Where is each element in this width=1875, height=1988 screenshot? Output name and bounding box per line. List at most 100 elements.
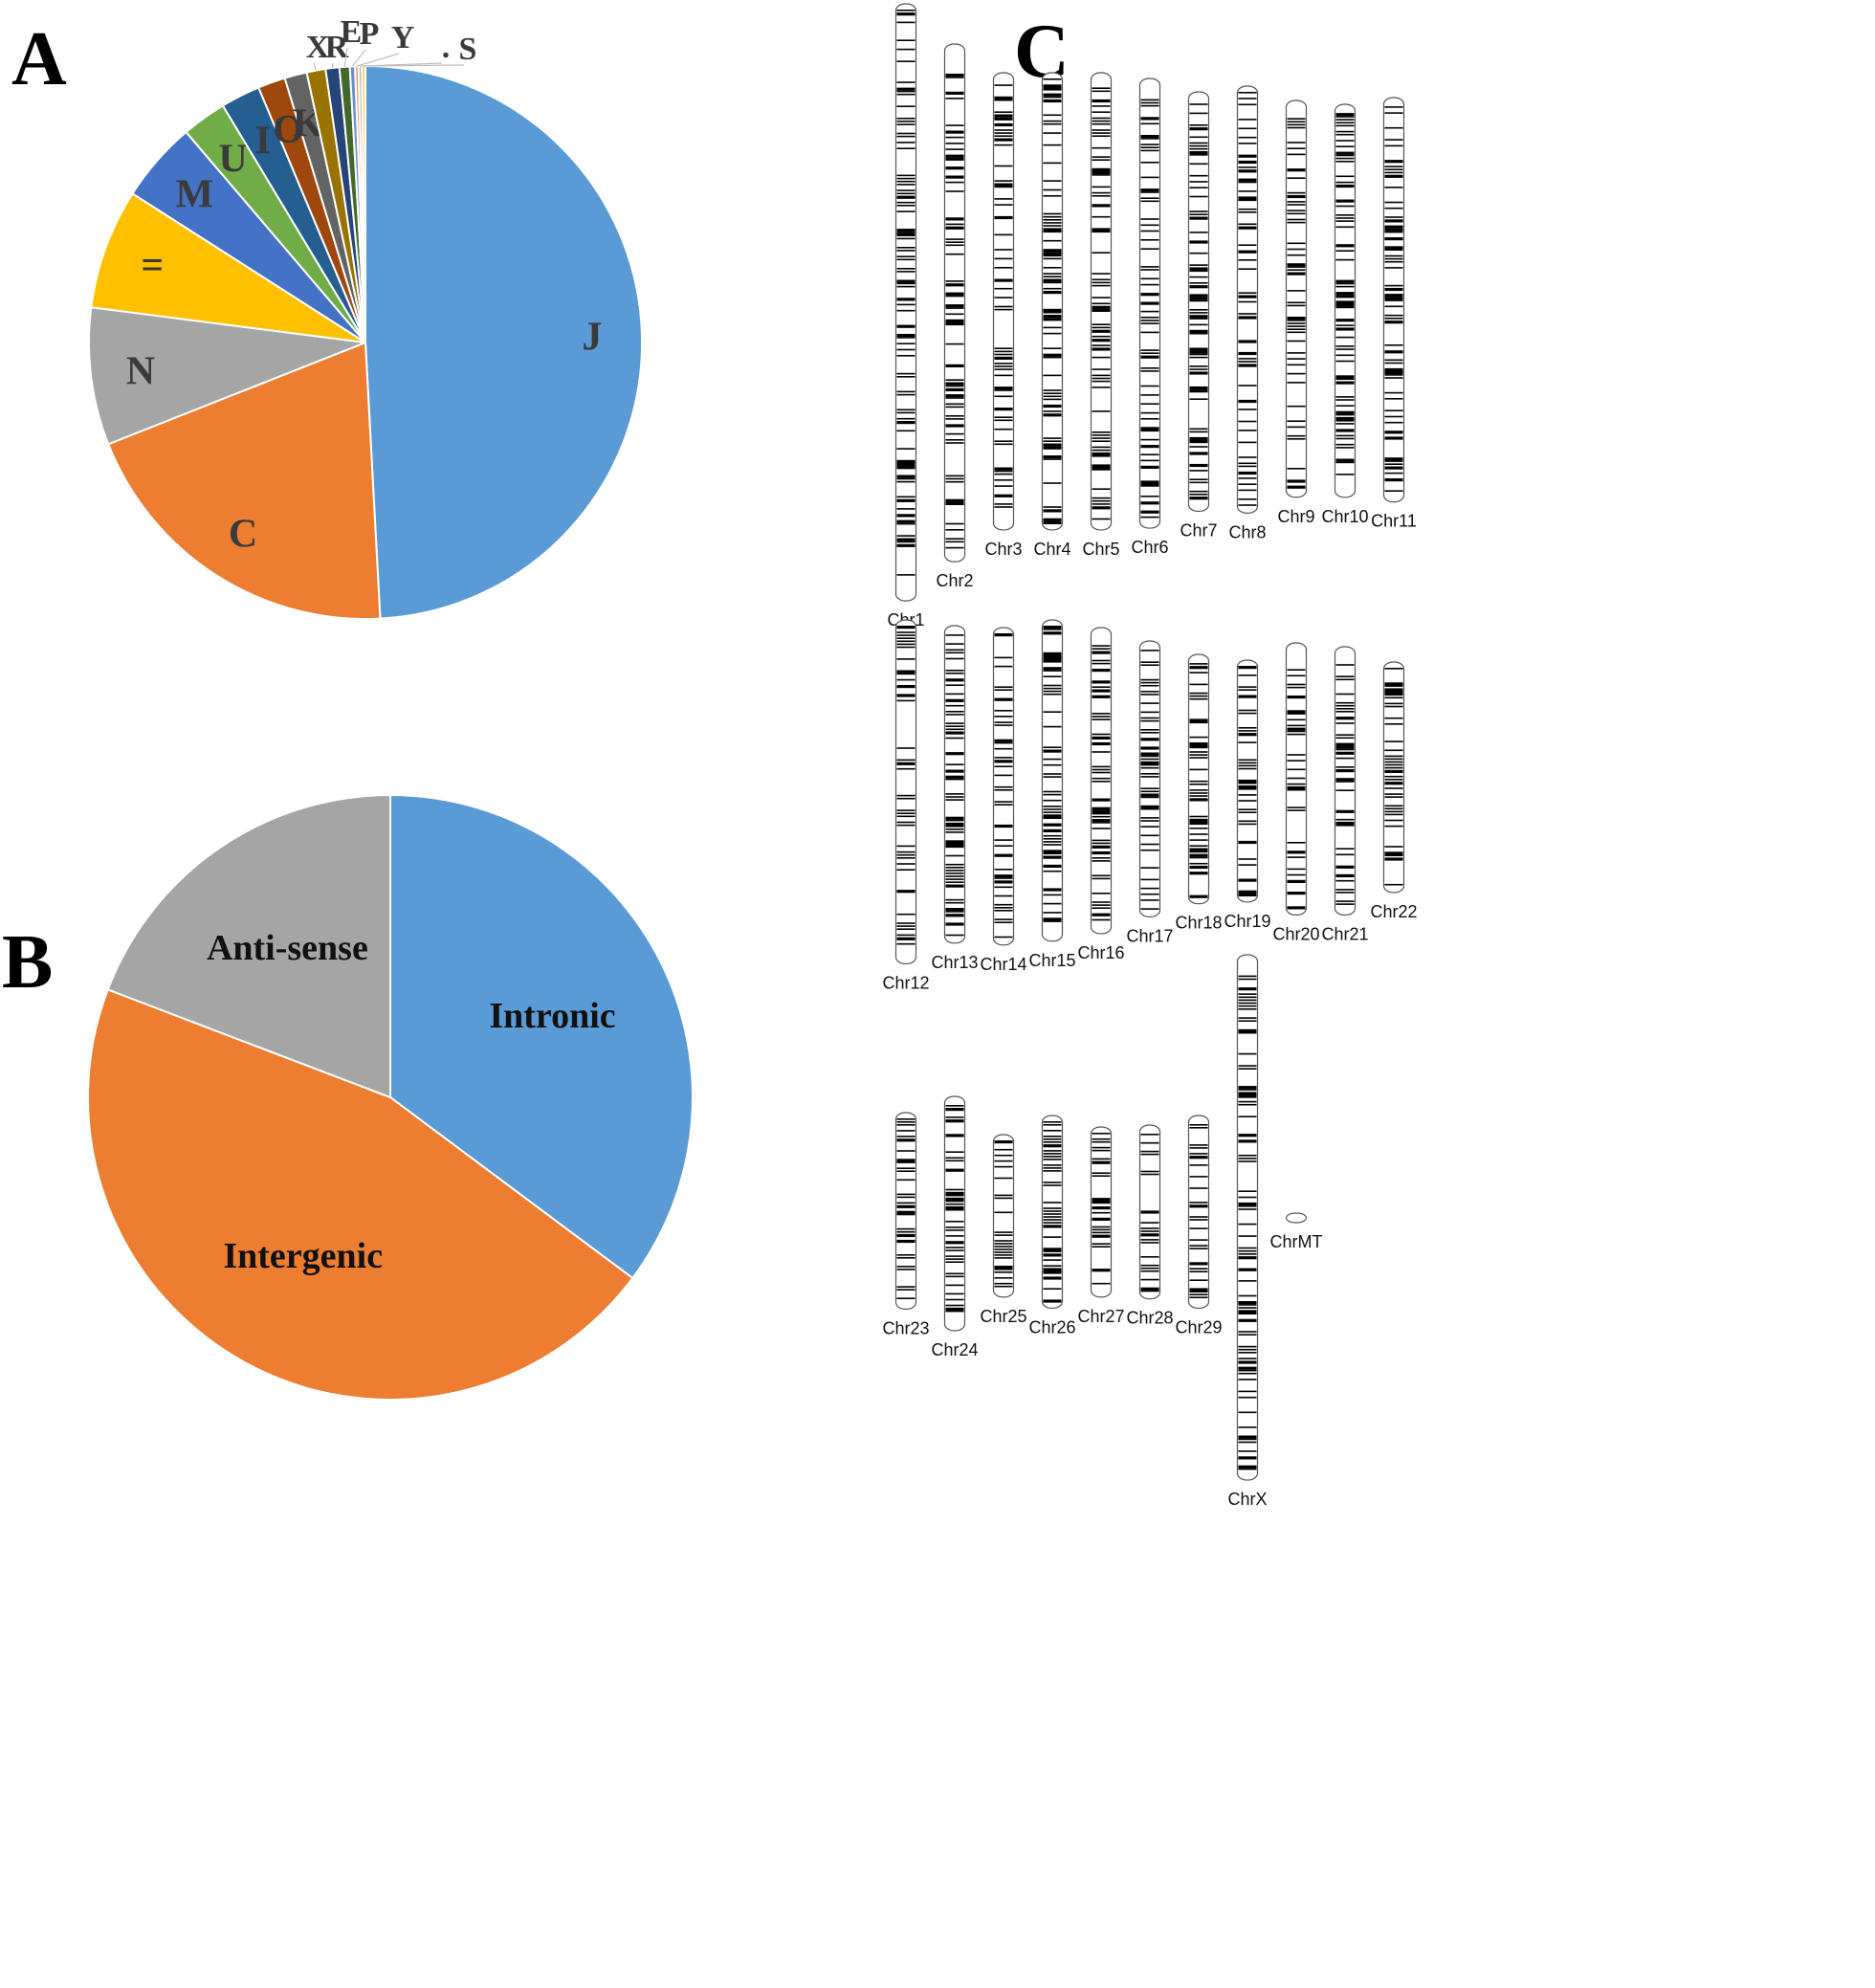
band	[896, 519, 915, 523]
band	[1238, 1223, 1257, 1226]
band	[1238, 1411, 1257, 1414]
band	[1043, 626, 1062, 630]
band	[1384, 755, 1403, 758]
band	[1043, 758, 1062, 761]
band	[1189, 481, 1208, 484]
chromosome-body-chr1	[894, 3, 917, 602]
band	[1043, 670, 1062, 672]
band	[1140, 1153, 1159, 1156]
band	[1238, 1235, 1257, 1237]
band	[945, 704, 964, 707]
chromosome-body-chr17	[1138, 640, 1161, 917]
band	[1043, 850, 1062, 853]
band	[994, 1254, 1013, 1256]
band	[1189, 299, 1208, 302]
band	[1384, 237, 1403, 241]
band	[1092, 659, 1111, 662]
band	[896, 87, 915, 91]
band	[896, 250, 915, 252]
band	[1140, 465, 1159, 469]
chromosome-ideogram: Chr1Chr2Chr3Chr4Chr5Chr6Chr7Chr8Chr9Chr1…	[882, 3, 1418, 1509]
band	[1287, 153, 1306, 156]
band	[1238, 316, 1257, 320]
band	[994, 895, 1013, 897]
band	[1238, 358, 1257, 360]
band	[945, 238, 964, 240]
band	[1092, 497, 1111, 499]
chromosome-chrx: ChrX	[1227, 954, 1268, 1509]
chromosome-label-chr13: Chr13	[931, 953, 978, 972]
band	[896, 913, 915, 916]
band	[994, 470, 1013, 473]
band	[1287, 201, 1306, 203]
band	[1238, 1017, 1257, 1019]
band	[1092, 159, 1111, 161]
band	[945, 501, 964, 505]
band	[1043, 776, 1062, 778]
band	[1140, 1239, 1159, 1241]
band	[1287, 263, 1306, 267]
band	[1189, 853, 1208, 857]
band	[1092, 718, 1111, 720]
band	[1140, 826, 1159, 828]
band	[994, 363, 1013, 364]
band	[1238, 1438, 1257, 1441]
band	[994, 506, 1013, 508]
band	[1140, 766, 1159, 769]
band	[1189, 187, 1208, 188]
band	[1238, 1115, 1257, 1117]
band	[1043, 455, 1062, 459]
band	[1335, 809, 1355, 813]
band	[1335, 161, 1355, 163]
band	[1238, 1190, 1257, 1192]
panel-letter-b: B	[2, 920, 53, 1005]
band	[1189, 1291, 1208, 1292]
band	[994, 111, 1013, 113]
band	[994, 99, 1013, 101]
band	[896, 538, 915, 541]
band	[1043, 1124, 1062, 1126]
band	[1043, 239, 1062, 242]
band	[994, 1277, 1013, 1279]
band	[1384, 668, 1403, 670]
chromosome-body-chr27	[1090, 1126, 1113, 1298]
band	[994, 886, 1013, 889]
band	[896, 232, 915, 235]
band	[896, 430, 915, 432]
band	[1238, 767, 1257, 770]
band	[896, 821, 915, 824]
band	[1140, 122, 1159, 125]
band	[1189, 757, 1208, 759]
band	[945, 529, 964, 531]
band	[1140, 678, 1159, 681]
band	[1287, 322, 1306, 324]
band	[1238, 1468, 1257, 1470]
band	[1043, 122, 1062, 125]
band	[994, 918, 1013, 920]
band	[1287, 809, 1306, 811]
band	[1043, 1182, 1062, 1183]
band	[1238, 893, 1257, 896]
band	[896, 142, 915, 144]
chromosome-chr19: Chr19	[1224, 659, 1271, 931]
band	[1238, 823, 1257, 826]
chromosome-label-chr8: Chr8	[1228, 522, 1266, 541]
band	[1043, 687, 1062, 690]
band	[1043, 1136, 1062, 1138]
band	[994, 233, 1013, 236]
band	[945, 1200, 964, 1203]
band	[1043, 864, 1062, 868]
band	[1238, 1020, 1257, 1022]
band	[945, 77, 964, 78]
band	[896, 180, 915, 183]
band	[1335, 282, 1355, 285]
band	[1140, 438, 1159, 441]
band	[1335, 879, 1355, 882]
band	[1189, 431, 1208, 433]
band	[1043, 440, 1062, 442]
band	[1140, 1134, 1159, 1136]
band	[1384, 749, 1403, 752]
band	[1043, 855, 1062, 859]
band	[1335, 900, 1355, 902]
band	[1092, 1226, 1111, 1228]
